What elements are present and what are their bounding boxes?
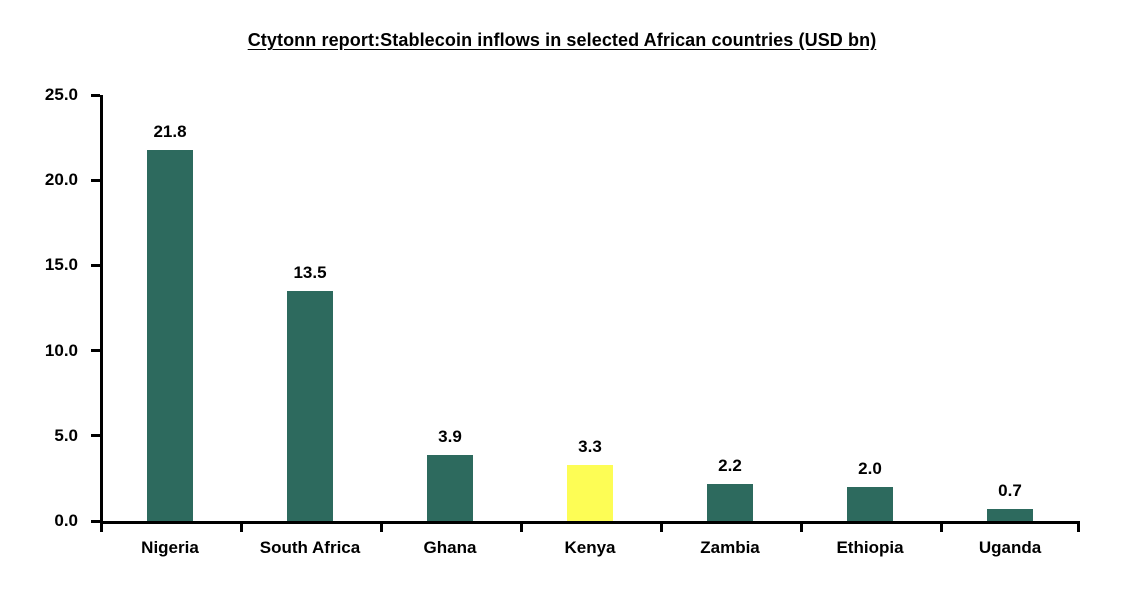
y-tick-label-20-0: 20.0 — [44, 170, 78, 190]
x-tick-mark — [240, 524, 243, 532]
bar-ghana — [427, 454, 473, 521]
bar-value-label-zambia: 2.2 — [718, 455, 742, 475]
y-tick-label-0-0: 0.0 — [54, 511, 78, 530]
y-tick-mark — [91, 93, 100, 97]
x-category-label-uganda: Uganda — [978, 538, 1042, 557]
y-tick-label-25-0: 25.0 — [44, 85, 78, 104]
x-category-label-ethiopia: Ethiopia — [836, 538, 904, 557]
bar-value-label-ethiopia: 2.0 — [858, 458, 882, 478]
y-tick-label-5-0: 5.0 — [54, 425, 78, 445]
y-tick-mark — [91, 434, 100, 438]
bar-value-label-kenya: 3.3 — [578, 436, 602, 456]
x-category-label-south-africa: South Africa — [259, 538, 361, 557]
plot-area — [100, 95, 1080, 524]
bar-uganda — [987, 509, 1033, 521]
bar-kenya — [567, 464, 613, 521]
x-tick-mark — [380, 524, 383, 532]
bar-south-africa — [287, 290, 333, 521]
bar-value-label-south-africa: 13.5 — [293, 262, 327, 282]
x-category-label-ghana: Ghana — [423, 538, 477, 557]
bar-nigeria — [147, 149, 193, 521]
y-tick-mark — [91, 349, 100, 353]
x-tick-mark — [940, 524, 943, 532]
y-tick-label-15-0: 15.0 — [44, 255, 78, 275]
chart-title: Ctytonn report:Stablecoin inflows in sel… — [247, 30, 877, 50]
x-category-label-zambia: Zambia — [700, 538, 760, 557]
x-tick-mark — [520, 524, 523, 532]
x-tick-mark — [660, 524, 663, 532]
x-tick-mark — [100, 524, 103, 532]
bar-value-label-uganda: 0.7 — [998, 481, 1022, 501]
y-tick-label-10-0: 10.0 — [44, 340, 78, 360]
y-tick-mark — [91, 263, 100, 267]
y-tick-mark — [91, 519, 100, 523]
y-tick-mark — [91, 178, 100, 182]
bar-ethiopia — [847, 486, 893, 521]
x-category-label-kenya: Kenya — [564, 538, 616, 557]
bar-value-label-ghana: 3.9 — [438, 426, 462, 446]
x-tick-mark — [1077, 524, 1080, 532]
bar-value-label-nigeria: 21.8 — [153, 121, 187, 141]
bar-zambia — [707, 483, 753, 521]
x-tick-mark — [800, 524, 803, 532]
x-category-label-nigeria: Nigeria — [141, 538, 199, 557]
